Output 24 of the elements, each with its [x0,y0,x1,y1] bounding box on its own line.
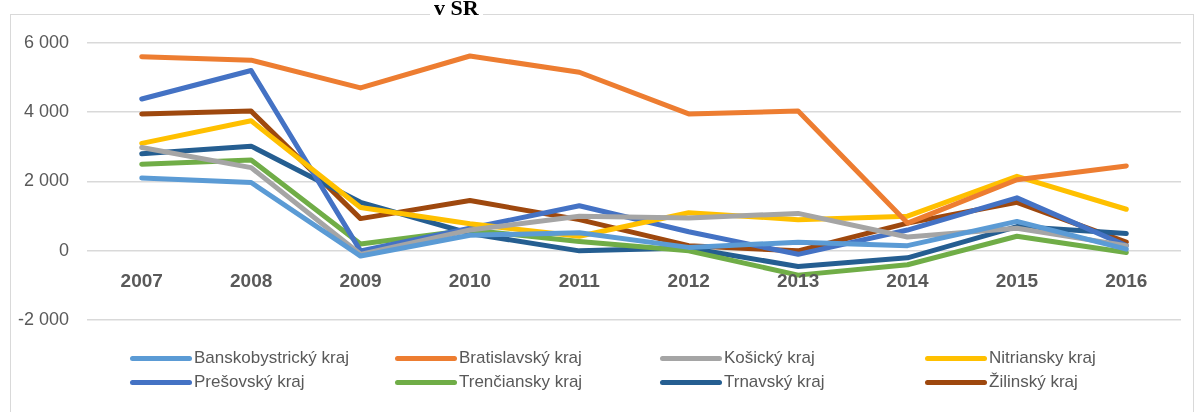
x-tick-label: 2015 [995,270,1039,292]
x-tick-label: 2014 [886,270,930,292]
x-tick-label: 2016 [1105,270,1148,292]
legend-label: Trenčiansky kraj [459,372,583,392]
x-tick-label: 2007 [120,270,163,292]
chart-title: v SR [430,0,483,20]
x-tick-label: 2009 [339,270,382,292]
y-tick-label: 4 000 [23,101,70,122]
legend-label: Banskobystrický kraj [194,348,349,368]
x-tick-label: 2008 [229,270,273,292]
legend-label: Nitriansky kraj [989,348,1096,368]
legend-label: Trnavský kraj [724,372,825,392]
y-tick-label: 0 [59,239,70,260]
x-tick-label: 2010 [448,270,492,292]
x-tick-label: 2012 [667,270,710,292]
legend-label: Košický kraj [724,348,815,368]
legend-label: Žilinský kraj [989,372,1078,392]
y-tick-label: 6 000 [23,31,70,52]
legend-label: Bratislavský kraj [459,348,582,368]
x-tick-label: 2013 [776,270,820,292]
x-tick-label: 2011 [558,270,601,292]
y-tick-label: -2 000 [17,309,70,330]
legend-label: Prešovský kraj [194,372,305,392]
y-tick-label: 2 000 [23,170,70,191]
